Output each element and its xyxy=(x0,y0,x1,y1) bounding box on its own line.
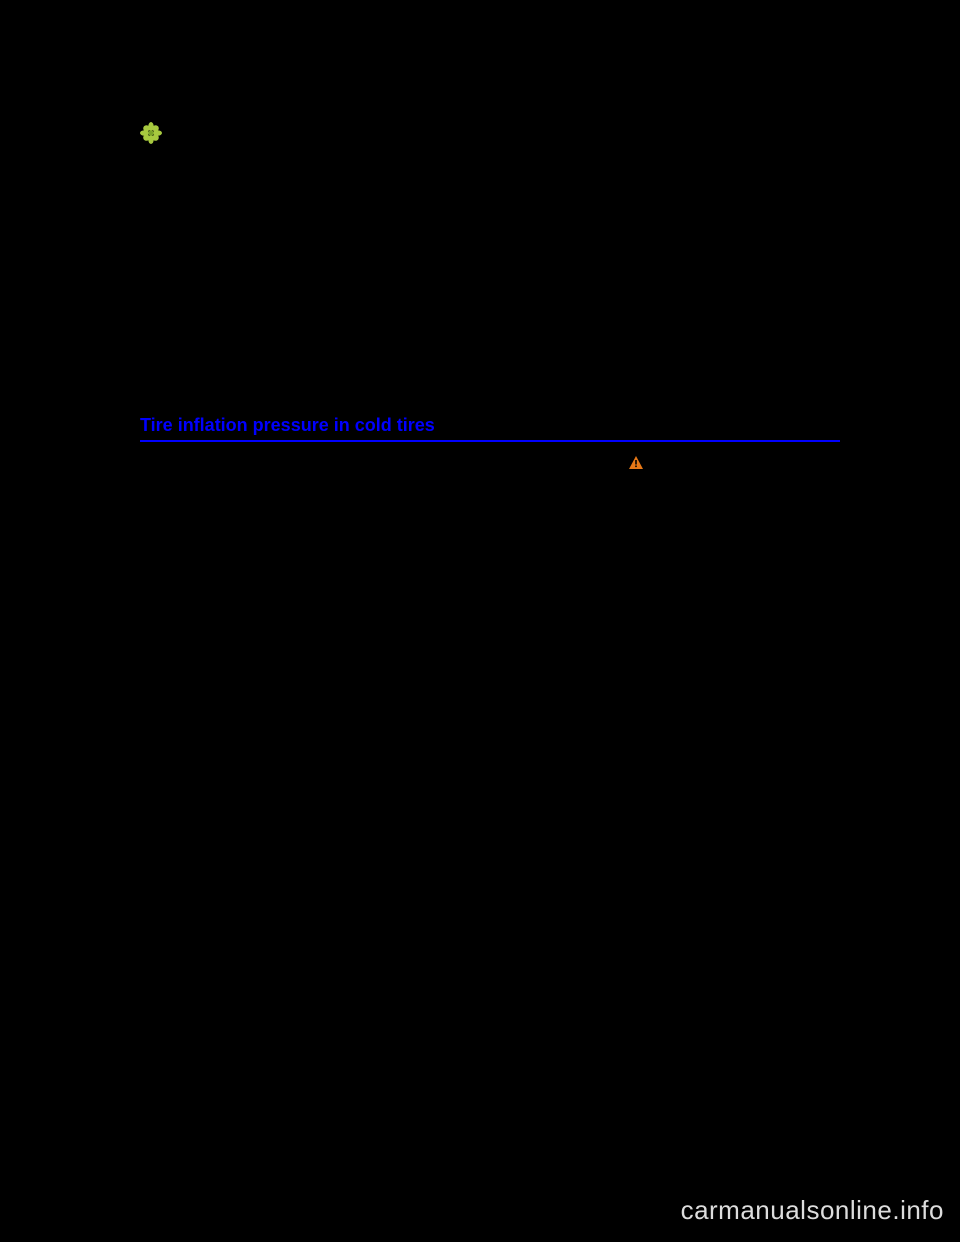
read-first-text: Please first read and note the introduct… xyxy=(162,456,625,471)
note-paragraph-1: Under-inflation is the leading cause of … xyxy=(170,120,840,198)
read-first-line: Please first read and note the introduct… xyxy=(140,456,840,473)
environmental-note: Under-inflation is the leading cause of … xyxy=(140,120,840,198)
section-rule xyxy=(140,440,840,442)
leaf-icon xyxy=(140,122,162,149)
paragraph-5: The correct tire inflation pressure for … xyxy=(140,486,840,603)
book-icon xyxy=(140,457,154,472)
note-paragraph-2: When replacing tires, only use tires of … xyxy=(140,216,840,275)
paragraph-9: Never exceed the maximum tire inflation … xyxy=(140,854,840,874)
paragraph-6: Air naturally leaks out of tires over ti… xyxy=(140,617,840,715)
paragraph-3: Keeping tires at the specified tire infl… xyxy=(140,289,840,328)
paragraph-8: The tire inflation pressure label lists … xyxy=(140,782,840,841)
paragraph-10: If the vehicle is loaded close to its Gr… xyxy=(140,888,840,947)
paragraph-4: The tire inflation pressures listed on t… xyxy=(140,342,840,381)
section-heading: Tire inflation pressure in cold tires xyxy=(140,415,840,436)
warning-icon xyxy=(629,456,643,472)
note-body: Under-inflation is the leading cause of … xyxy=(170,120,840,198)
paragraph-7: The tires on your vehicle require differ… xyxy=(140,729,840,768)
page-content: Under-inflation is the leading cause of … xyxy=(140,120,840,960)
watermark: carmanualsonline.info xyxy=(681,1195,944,1226)
